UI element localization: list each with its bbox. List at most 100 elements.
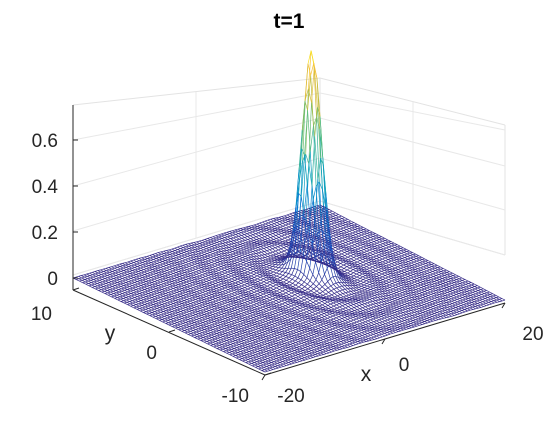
surface-mesh-segment: [251, 274, 254, 276]
surface-mesh-segment: [274, 273, 277, 275]
surface-mesh-segment: [285, 237, 288, 238]
surface-mesh-segment: [308, 287, 311, 289]
surface-mesh-segment: [364, 283, 367, 285]
z-gridline-0.4: [73, 118, 505, 186]
surface-mesh-segment: [290, 279, 293, 282]
surface-mesh-segment: [274, 288, 277, 290]
surface-mesh-segment: [271, 286, 274, 288]
surface-mesh-segment: [319, 302, 322, 303]
surface-mesh-segment: [302, 282, 305, 285]
surface-mesh-segment: [289, 293, 292, 295]
chart-title: t=1: [274, 10, 305, 33]
surface-mesh-segment: [344, 267, 347, 269]
surface-mesh-segment: [281, 248, 284, 249]
surface-mesh-segment: [254, 273, 257, 274]
surface-mesh-segment: [298, 280, 301, 283]
surface-mesh-segment: [280, 291, 283, 293]
surface-mesh-segment: [292, 276, 295, 279]
surface-mesh-segment: [341, 268, 344, 270]
surface-mesh-segment: [261, 294, 264, 295]
surface-mesh-segment: [292, 295, 295, 297]
surface-mesh-segment: [347, 265, 350, 266]
surface-mesh-segment: [295, 293, 298, 294]
surface-mesh-segment: [322, 274, 325, 280]
surface-mesh-segment: [354, 307, 357, 308]
surface-mesh-segment: [251, 272, 254, 274]
surface-mesh-segment: [360, 277, 363, 279]
surface-mesh-segment: [261, 279, 264, 281]
surface-mesh-segment: [330, 277, 333, 279]
surface-mesh-segment: [311, 302, 314, 303]
surface-mesh-segment: [348, 305, 351, 306]
surface-mesh-segment: [328, 304, 331, 305]
surface-mesh-segment: [325, 268, 328, 274]
surface-mesh-segment: [279, 236, 282, 237]
surface-mesh-segment: [313, 262, 316, 275]
surface-mesh-segment: [276, 286, 279, 288]
surface-mesh-segment: [307, 268, 310, 278]
surface-mesh-segment: [286, 295, 289, 296]
surface-mesh-segment: [314, 287, 317, 289]
surface-mesh-segment: [319, 280, 322, 284]
surface-mesh-segment: [351, 255, 354, 256]
surface-mesh-segment: [286, 278, 289, 281]
surface-mesh-segment: [323, 290, 326, 292]
surface-mesh-segment: [336, 282, 339, 283]
surface-mesh-segment: [267, 235, 270, 236]
surface-mesh-segment: [334, 238, 337, 239]
surface-mesh-segment: [278, 249, 281, 250]
surface-mesh-segment: [316, 303, 319, 304]
surface-mesh-segment: [273, 301, 276, 302]
surface-mesh-segment: [248, 288, 251, 289]
surface-mesh-segment: [339, 286, 342, 287]
surface-mesh-segment: [295, 278, 298, 281]
surface-mesh-segment: [334, 292, 337, 293]
surface-mesh-segment: [347, 268, 350, 270]
surface-mesh-segment: [282, 238, 285, 239]
surface-mesh-segment: [339, 251, 342, 252]
surface-mesh-segment: [276, 265, 279, 267]
surface-mesh-segment: [287, 282, 290, 284]
surface-mesh-segment: [334, 305, 337, 306]
surface-mesh-segment: [279, 301, 282, 302]
surface-mesh-segment: [261, 282, 264, 284]
surface-mesh-segment: [302, 287, 305, 289]
surface-mesh-segment: [346, 307, 349, 308]
surface-mesh-segment: [337, 287, 340, 288]
surface-mesh-segment: [283, 273, 286, 276]
surface-mesh-segment: [307, 297, 310, 298]
surface-mesh-segment: [282, 303, 285, 304]
surface-mesh-segment: [273, 267, 276, 269]
surface-mesh-segment: [354, 274, 357, 276]
surface-mesh-segment: [279, 265, 282, 268]
surface-mesh-segment: [314, 291, 317, 293]
surface-mesh-segment: [331, 303, 334, 304]
surface-mesh-segment: [284, 280, 287, 282]
surface-mesh-segment: [348, 256, 351, 257]
surface-mesh-segment: [308, 291, 311, 292]
surface-mesh-segment: [354, 277, 357, 278]
surface-mesh-segment: [357, 258, 360, 259]
surface-mesh-segment: [265, 236, 268, 237]
surface-mesh-segment: [328, 286, 331, 288]
surface-mesh-segment: [332, 293, 335, 294]
surface-mesh-segment: [313, 280, 316, 284]
surface-mesh-segment: [267, 285, 270, 287]
surface-mesh-segment: [273, 235, 276, 236]
surface-mesh-segment: [382, 275, 385, 276]
surface-mesh-segment: [312, 67, 315, 103]
surface-mesh-segment: [305, 289, 308, 291]
surface-mesh-segment: [273, 285, 276, 287]
surface-mesh-segment: [283, 293, 286, 294]
surface-mesh-segment: [364, 281, 367, 283]
surface-mesh-segment: [341, 262, 344, 263]
surface-mesh-segment: [326, 292, 329, 294]
surface-mesh-segment: [363, 264, 366, 265]
surface-mesh-segment: [277, 278, 280, 279]
surface-mesh-segment: [370, 267, 373, 268]
surface-mesh-segment: [270, 269, 273, 271]
surface-mesh-segment: [286, 274, 289, 277]
surface-mesh-segment: [280, 272, 283, 275]
surface-mesh-segment: [317, 293, 320, 294]
